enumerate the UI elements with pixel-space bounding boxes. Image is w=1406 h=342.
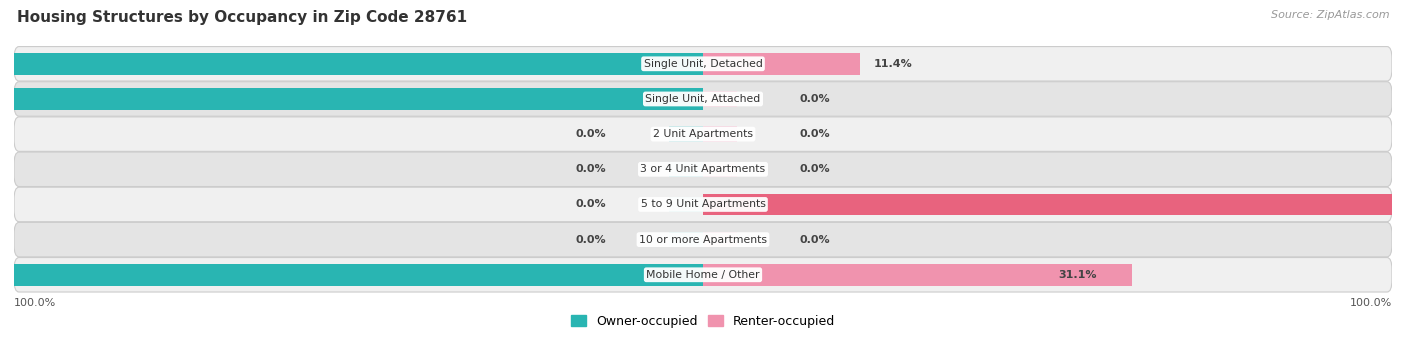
Text: 0.0%: 0.0% [576, 164, 606, 174]
Text: Source: ZipAtlas.com: Source: ZipAtlas.com [1271, 10, 1389, 20]
Text: 2 Unit Apartments: 2 Unit Apartments [652, 129, 754, 139]
Text: 3 or 4 Unit Apartments: 3 or 4 Unit Apartments [641, 164, 765, 174]
Text: Mobile Home / Other: Mobile Home / Other [647, 270, 759, 280]
FancyBboxPatch shape [14, 258, 1392, 292]
Bar [0, 88, 703, 110]
Bar [703, 127, 738, 142]
Text: 0.0%: 0.0% [800, 94, 830, 104]
Text: 0.0%: 0.0% [800, 235, 830, 245]
Text: 0.0%: 0.0% [576, 199, 606, 209]
Bar [703, 162, 738, 177]
Text: 31.1%: 31.1% [1059, 270, 1097, 280]
Bar [703, 194, 1406, 215]
Text: 100.0%: 100.0% [14, 298, 56, 308]
Text: 0.0%: 0.0% [576, 235, 606, 245]
FancyBboxPatch shape [14, 222, 1392, 257]
FancyBboxPatch shape [14, 117, 1392, 152]
Text: 0.0%: 0.0% [800, 129, 830, 139]
FancyBboxPatch shape [14, 47, 1392, 81]
Bar [703, 91, 738, 107]
Bar [669, 162, 703, 177]
Bar [0, 264, 703, 286]
Legend: Owner-occupied, Renter-occupied: Owner-occupied, Renter-occupied [567, 310, 839, 333]
Text: Single Unit, Attached: Single Unit, Attached [645, 94, 761, 104]
Bar [703, 53, 860, 75]
Text: 10 or more Apartments: 10 or more Apartments [638, 235, 768, 245]
Text: 5 to 9 Unit Apartments: 5 to 9 Unit Apartments [641, 199, 765, 209]
Text: 11.4%: 11.4% [875, 59, 912, 69]
Bar [703, 264, 1132, 286]
FancyBboxPatch shape [14, 152, 1392, 186]
FancyBboxPatch shape [14, 82, 1392, 116]
Bar [0, 53, 703, 75]
Bar [703, 232, 738, 247]
Bar [669, 232, 703, 247]
Bar [669, 127, 703, 142]
Text: 0.0%: 0.0% [800, 164, 830, 174]
Text: Housing Structures by Occupancy in Zip Code 28761: Housing Structures by Occupancy in Zip C… [17, 10, 467, 25]
Text: 100.0%: 100.0% [1350, 298, 1392, 308]
FancyBboxPatch shape [14, 187, 1392, 222]
Text: Single Unit, Detached: Single Unit, Detached [644, 59, 762, 69]
Bar [669, 197, 703, 212]
Text: 0.0%: 0.0% [576, 129, 606, 139]
